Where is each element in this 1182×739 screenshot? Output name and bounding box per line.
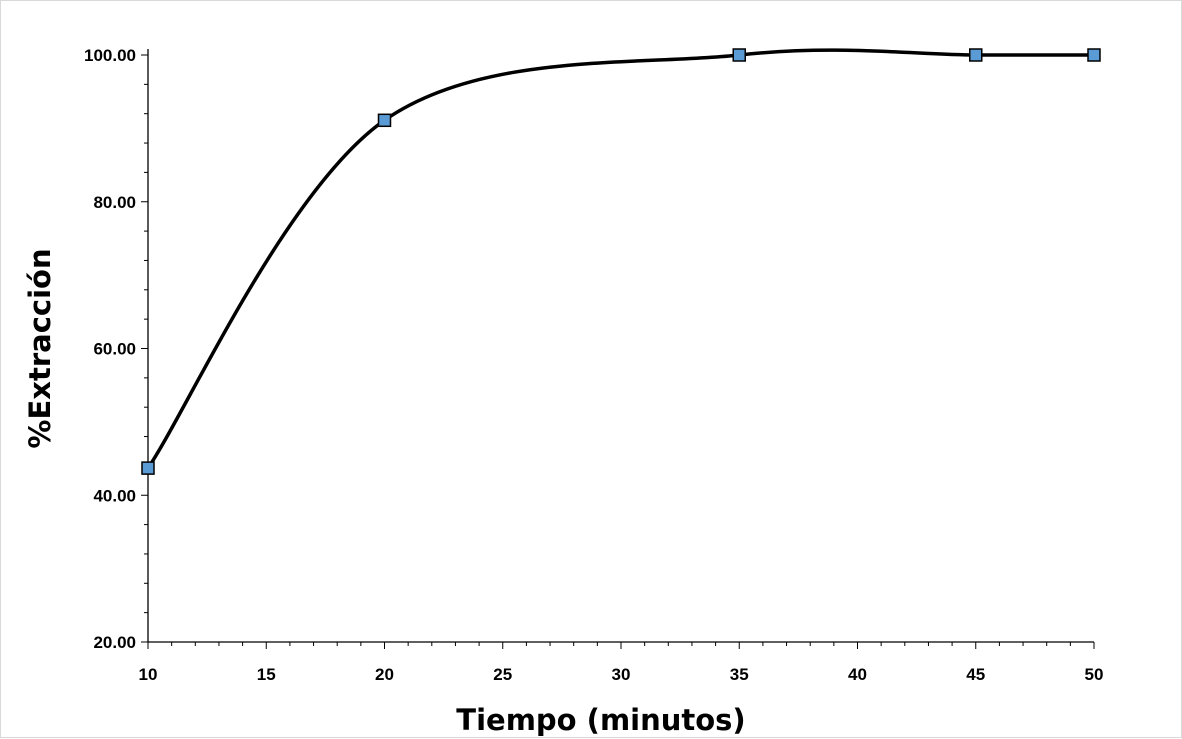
y-tick-label: 60.00: [93, 340, 136, 359]
data-point: [141, 461, 155, 475]
y-tick-label: 80.00: [93, 193, 136, 212]
x-tick-label: 15: [257, 665, 276, 684]
tick-labels: 10 15 20 25 30 35 40 45 50 20.00 40.00 60.00 80.00 10…: [84, 46, 1103, 684]
x-tick-label: 40: [848, 665, 867, 684]
data-markers: [141, 48, 1101, 475]
x-tick-label: 10: [139, 665, 158, 684]
data-point: [732, 48, 746, 62]
y-tick-label: 40.00: [93, 486, 136, 505]
series-line: [146, 48, 1096, 470]
x-tick-label: 35: [730, 665, 749, 684]
x-tick-label: 50: [1085, 665, 1104, 684]
data-point: [969, 48, 983, 62]
x-tick-label: 25: [493, 665, 512, 684]
y-tick-label: 100.00: [84, 46, 136, 65]
axes: [147, 49, 1094, 643]
y-axis-title: %Extracción: [23, 248, 57, 448]
x-tick-label: 20: [375, 665, 394, 684]
y-tick-label: 20.00: [93, 633, 136, 652]
x-tick-label: 45: [966, 665, 985, 684]
series: [146, 48, 1096, 470]
data-point: [1087, 48, 1101, 62]
x-axis-title: Tiempo (minutos): [456, 703, 745, 737]
tick-marks: [141, 54, 1095, 649]
x-tick-label: 30: [612, 665, 631, 684]
data-point: [377, 113, 392, 128]
